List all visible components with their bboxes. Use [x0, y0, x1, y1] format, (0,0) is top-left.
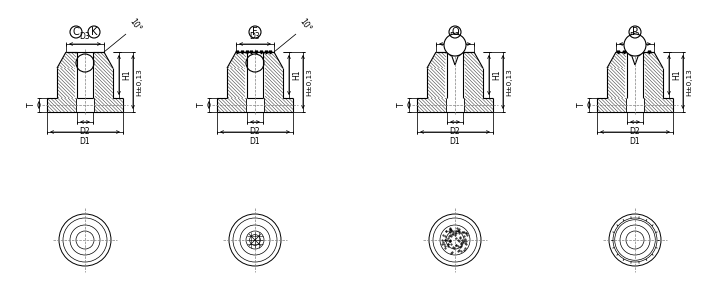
Text: O: O — [451, 27, 459, 37]
Text: D1: D1 — [630, 137, 640, 146]
Text: D1: D1 — [80, 137, 90, 146]
Text: C: C — [73, 27, 79, 37]
Text: D2: D2 — [249, 127, 260, 136]
Text: D2: D2 — [450, 127, 460, 136]
Text: H1: H1 — [672, 70, 681, 80]
Text: W: W — [451, 35, 459, 44]
Text: D3: D3 — [249, 32, 260, 41]
Text: D1: D1 — [450, 137, 460, 146]
Text: H±0,13: H±0,13 — [686, 68, 692, 96]
Text: D1: D1 — [249, 137, 260, 146]
Text: T: T — [197, 103, 206, 107]
Text: H±0,13: H±0,13 — [306, 68, 312, 96]
Text: K: K — [91, 27, 97, 37]
Text: D3: D3 — [449, 32, 460, 41]
Text: H±0,13: H±0,13 — [506, 68, 512, 96]
Text: 10°: 10° — [128, 17, 143, 33]
Text: H1: H1 — [492, 70, 501, 80]
Text: 10°: 10° — [298, 17, 313, 33]
Text: F: F — [252, 27, 258, 37]
Text: T: T — [577, 103, 586, 107]
Text: D3: D3 — [80, 32, 90, 41]
Text: W: W — [631, 35, 639, 44]
Circle shape — [624, 34, 646, 56]
Text: D2: D2 — [80, 127, 90, 136]
Text: D3: D3 — [630, 32, 640, 41]
Text: H1: H1 — [122, 70, 131, 80]
Text: H±0,13: H±0,13 — [136, 68, 142, 96]
Text: P: P — [632, 27, 638, 37]
Text: H1: H1 — [292, 70, 301, 80]
Text: D2: D2 — [630, 127, 640, 136]
Text: T: T — [27, 103, 36, 107]
Text: T: T — [397, 103, 406, 107]
Circle shape — [444, 34, 466, 56]
